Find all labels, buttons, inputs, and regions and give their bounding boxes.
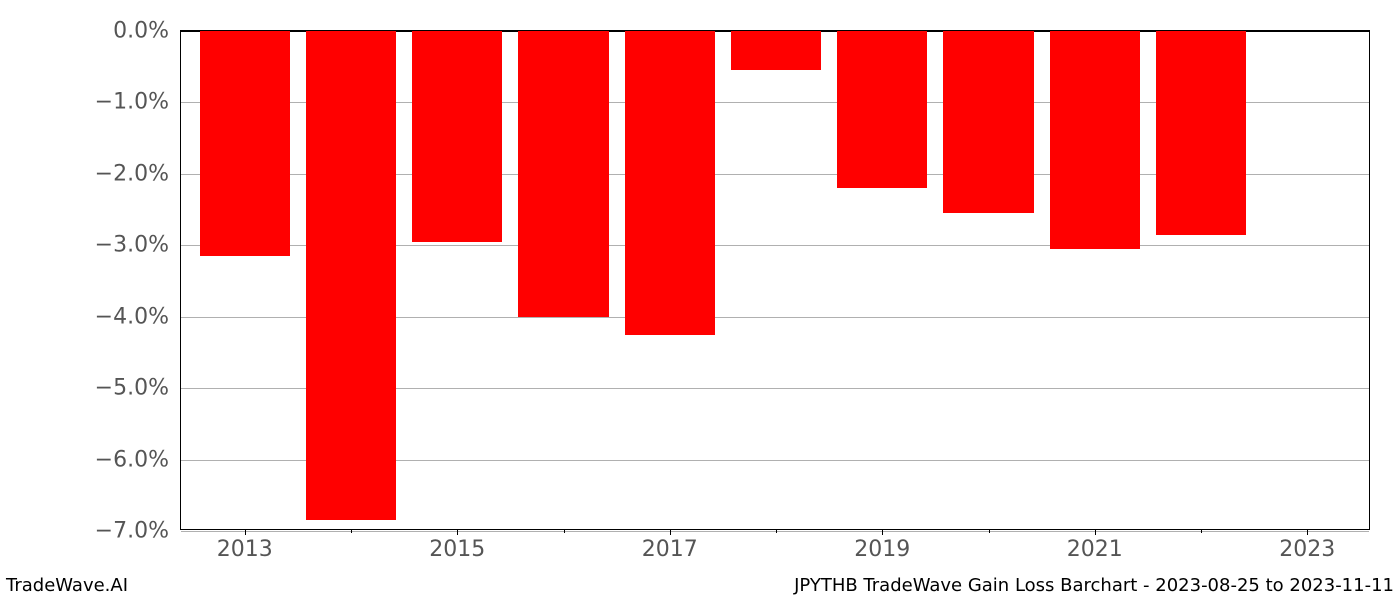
x-tick-label: 2017 [642,529,698,562]
plot-area: 0.0%−1.0%−2.0%−3.0%−4.0%−5.0%−6.0%−7.0%2… [180,30,1370,530]
x-tick-label: 2015 [429,529,485,562]
bar [412,31,502,242]
x-tick-minor [776,529,777,533]
y-tick-label: −6.0% [95,447,181,472]
x-tick-label: 2021 [1067,529,1123,562]
y-tick-label: −3.0% [95,233,181,258]
bar [731,31,821,70]
bar [306,31,396,520]
grid-line-y [181,531,1369,532]
bar [518,31,608,317]
y-tick-label: −1.0% [95,90,181,115]
y-tick-label: −2.0% [95,161,181,186]
chart-container: 0.0% −1.0% −2.0% −3.0% −4.0% −5.0% −6.0% −7.0% 2… [0,0,1400,600]
footer-right-text: JPYTHB TradeWave Gain Loss Barchart - 20… [794,575,1394,596]
x-tick-minor [351,529,352,533]
x-tick-label: 2019 [854,529,910,562]
bar [1050,31,1140,249]
footer-left-text: TradeWave.AI [6,575,128,596]
bar [200,31,290,256]
y-tick-label: −4.0% [95,304,181,329]
y-tick-label: 0.0% [113,19,181,44]
bar [625,31,715,335]
x-tick-label: 2023 [1279,529,1335,562]
bar [837,31,927,188]
bar [1156,31,1246,235]
x-tick-label: 2013 [217,529,273,562]
x-tick-minor [989,529,990,533]
x-tick-minor [1201,529,1202,533]
y-tick-label: −7.0% [95,519,181,544]
y-tick-label: −5.0% [95,376,181,401]
bar [943,31,1033,213]
x-tick-minor [564,529,565,533]
